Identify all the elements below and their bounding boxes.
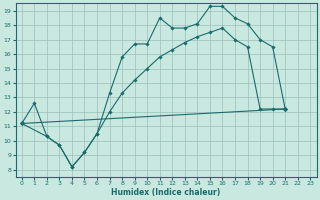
X-axis label: Humidex (Indice chaleur): Humidex (Indice chaleur) xyxy=(111,188,221,197)
